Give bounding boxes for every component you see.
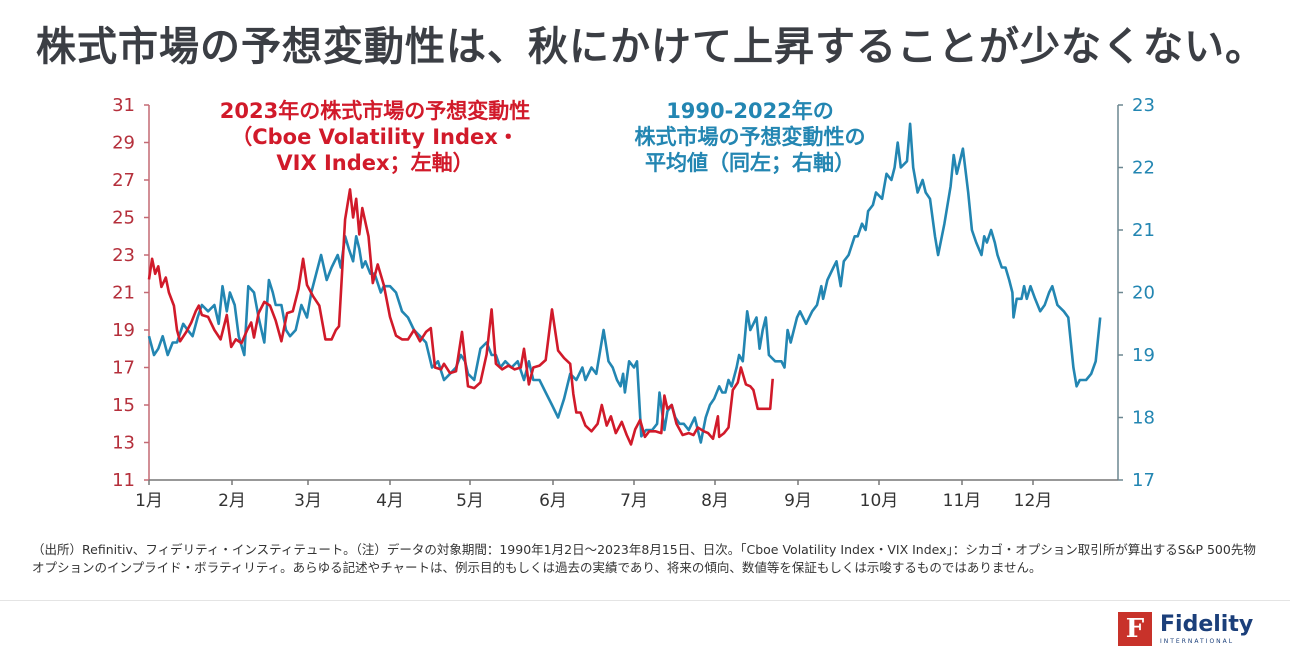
x-axis-tick-label: 12月 [1014,491,1053,511]
red-annotation-line: 2023年の株式市場の予想変動性 [219,99,531,123]
page-title: 株式市場の予想変動性は、秋にかけて上昇することが少なくない。 [36,24,1266,70]
right-axis-tick-label: 22 [1132,158,1155,179]
x-axis-tick-label: 7月 [620,491,648,511]
left-axis-tick-label: 29 [112,133,135,154]
right-axis-tick-label: 17 [1132,470,1155,491]
x-axis-tick-label: 2月 [218,491,246,511]
blue-series-annotation: 1990-2022年の 株式市場の予想変動性の 平均値（同左；右軸） [605,98,895,176]
fidelity-logo: F Fidelity INTERNATIONAL [1118,612,1253,646]
x-axis-tick-label: 11月 [943,491,982,511]
left-axis-tick-label: 21 [112,283,135,304]
left-axis-tick-label: 27 [112,170,135,191]
blue-annotation-line: 平均値（同左；右軸） [645,151,855,175]
x-axis-tick-label: 10月 [860,491,899,511]
blue-annotation-line: 1990-2022年の [666,99,834,123]
left-axis-tick-label: 31 [112,95,135,116]
x-axis-tick-label: 1月 [135,491,163,511]
x-axis-tick-label: 3月 [294,491,322,511]
vix-line-chart: 11 13 15 17 19 21 23 25 27 29 31 17 18 19 20 21 22 23 1月 2月… [112,95,1155,511]
vix-average-series-line [147,122,1102,444]
left-axis-tick-label: 13 [112,433,135,454]
right-axis-tick-label: 19 [1132,345,1155,366]
right-axis-tick-label: 21 [1132,220,1155,241]
source-footnote: （出所）Refinitiv、フィデリティ・インスティテュート。（注）データの対象… [32,542,1256,575]
right-axis-tick-label: 23 [1132,95,1155,116]
right-axis-tick-label: 18 [1132,408,1155,429]
right-axis-tick-label: 20 [1132,283,1155,304]
x-axis-tick-label: 6月 [539,491,567,511]
blue-annotation-line: 株式市場の予想変動性の [634,125,866,149]
left-axis-tick-label: 23 [112,245,135,266]
vix-2023-series-line [147,188,774,446]
left-axis-tick-label: 25 [112,208,135,229]
logo-name: Fidelity [1160,611,1254,637]
left-axis-tick-label: 11 [112,470,135,491]
footer-divider [0,600,1290,601]
fidelity-mark-icon: F [1118,612,1152,646]
red-series-annotation: 2023年の株式市場の予想変動性 （Cboe Volatility Index・… [195,98,555,176]
x-axis-tick-label: 9月 [784,491,812,511]
x-axis-tick-label: 5月 [456,491,484,511]
x-axis-tick-label: 8月 [701,491,729,511]
left-axis-tick-label: 15 [112,395,135,416]
logo-subtitle: INTERNATIONAL [1160,637,1235,645]
red-annotation-line: VIX Index；左軸） [276,151,474,175]
left-axis-tick-label: 17 [112,358,135,379]
red-annotation-line: （Cboe Volatility Index・ [231,125,519,149]
x-axis-tick-label: 4月 [376,491,404,511]
left-axis-tick-label: 19 [112,320,135,341]
